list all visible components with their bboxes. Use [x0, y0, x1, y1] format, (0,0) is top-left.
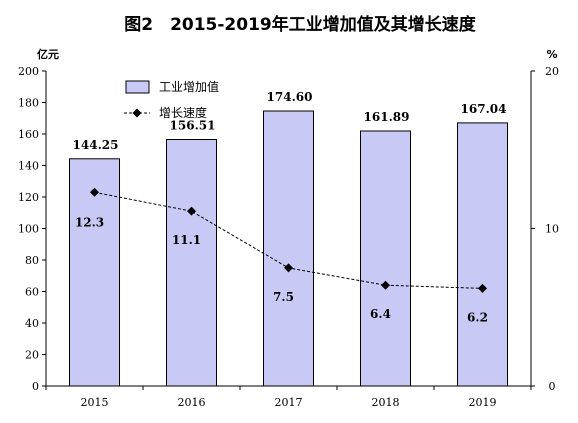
x-tick-label: 2016	[178, 396, 206, 409]
legend-bar-swatch	[125, 80, 150, 94]
legend-bar-label: 工业增加值	[159, 79, 219, 94]
growth-value-label: 6.2	[467, 310, 488, 324]
bar-2016	[166, 139, 217, 387]
right-tick-label: 20	[545, 65, 559, 78]
bar-2018	[360, 130, 411, 387]
left-axis-unit: 亿元	[37, 47, 59, 61]
x-tick-label: 2018	[372, 396, 400, 409]
bar-value-label: 174.60	[267, 90, 313, 104]
right-axis-unit: %	[546, 48, 557, 61]
bar-value-label: 144.25	[73, 138, 119, 152]
growth-value-label: 7.5	[273, 290, 294, 304]
growth-marker-2018	[381, 280, 390, 290]
left-tick-label: 40	[25, 317, 39, 330]
left-tick-label: 200	[18, 65, 39, 78]
right-tick-label: 10	[545, 223, 559, 236]
left-tick-label: 120	[18, 191, 39, 204]
x-tick-label: 2015	[81, 396, 109, 409]
bar-2017	[263, 110, 314, 387]
legend-line-marker	[132, 108, 142, 118]
growth-marker-2017	[284, 263, 293, 273]
left-tick-label: 140	[18, 160, 39, 173]
left-tick-label: 100	[18, 223, 39, 236]
plot-area: 144.25 156.51 174.60 161.89 167.04 0 20 40 60 80 1…	[18, 65, 559, 409]
growth-marker-2015	[90, 187, 99, 197]
left-tick-label: 180	[18, 97, 39, 110]
x-tick-label: 2019	[469, 396, 497, 409]
bar-value-label: 156.51	[170, 119, 216, 133]
chart-title: 图2 2015-2019年工业增加值及其增长速度	[124, 14, 477, 35]
left-tick-label: 0	[32, 380, 39, 393]
left-tick-label: 60	[25, 286, 39, 299]
bar-value-label: 167.04	[461, 102, 507, 116]
left-tick-label: 80	[25, 254, 39, 267]
growth-value-label: 12.3	[75, 215, 104, 229]
left-tick-label: 20	[25, 349, 39, 362]
right-tick-label: 0	[549, 380, 556, 393]
bar-value-label: 161.89	[364, 110, 410, 124]
growth-marker-2016	[187, 206, 196, 216]
bar-2019	[457, 122, 508, 387]
x-tick-label: 2017	[275, 396, 303, 409]
left-tick-label: 160	[18, 128, 39, 141]
legend-line-label: 增长速度	[159, 105, 207, 120]
growth-value-label: 6.4	[370, 307, 391, 321]
growth-value-label: 11.1	[172, 233, 201, 247]
growth-marker-2019	[478, 283, 487, 293]
